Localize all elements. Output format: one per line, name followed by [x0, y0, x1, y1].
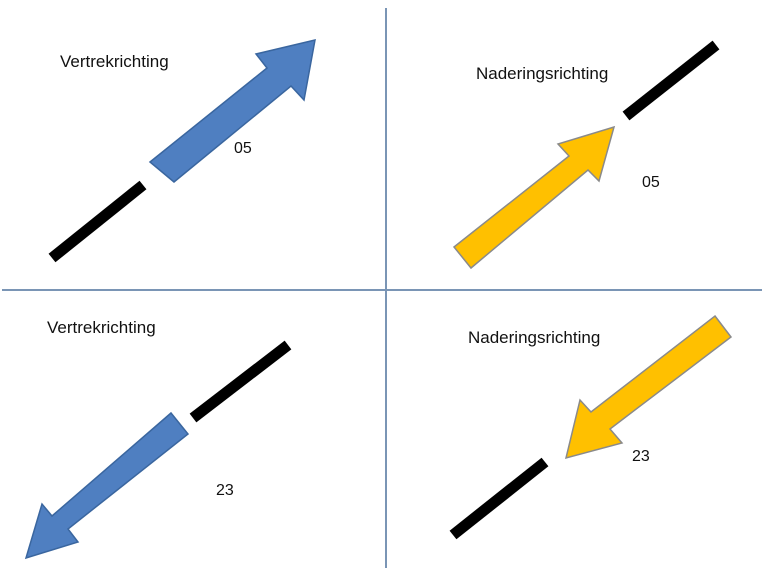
- runway-segment: [189, 340, 292, 423]
- departure-arrow: [148, 39, 316, 183]
- departure-arrow: [24, 411, 190, 560]
- quadrant-top-right: [452, 40, 720, 270]
- direction-label: Naderingsrichting: [476, 64, 609, 83]
- runway-segment: [449, 457, 549, 540]
- runway-number: 23: [216, 482, 234, 499]
- runway-segment: [622, 40, 720, 121]
- runway-number: 05: [642, 174, 660, 191]
- runway-number: 05: [234, 140, 252, 157]
- runway-segment: [48, 180, 147, 263]
- direction-label: Vertrekrichting: [47, 318, 156, 337]
- approach-arrow: [564, 314, 733, 460]
- quadrant-bottom-left: [24, 340, 292, 560]
- approach-arrow: [452, 125, 616, 270]
- quadrant-bottom-right: [449, 314, 733, 540]
- quadrant-top-left: [48, 39, 316, 263]
- runway-number: 23: [632, 448, 650, 465]
- direction-label: Vertrekrichting: [60, 52, 169, 71]
- direction-label: Naderingsrichting: [468, 328, 601, 347]
